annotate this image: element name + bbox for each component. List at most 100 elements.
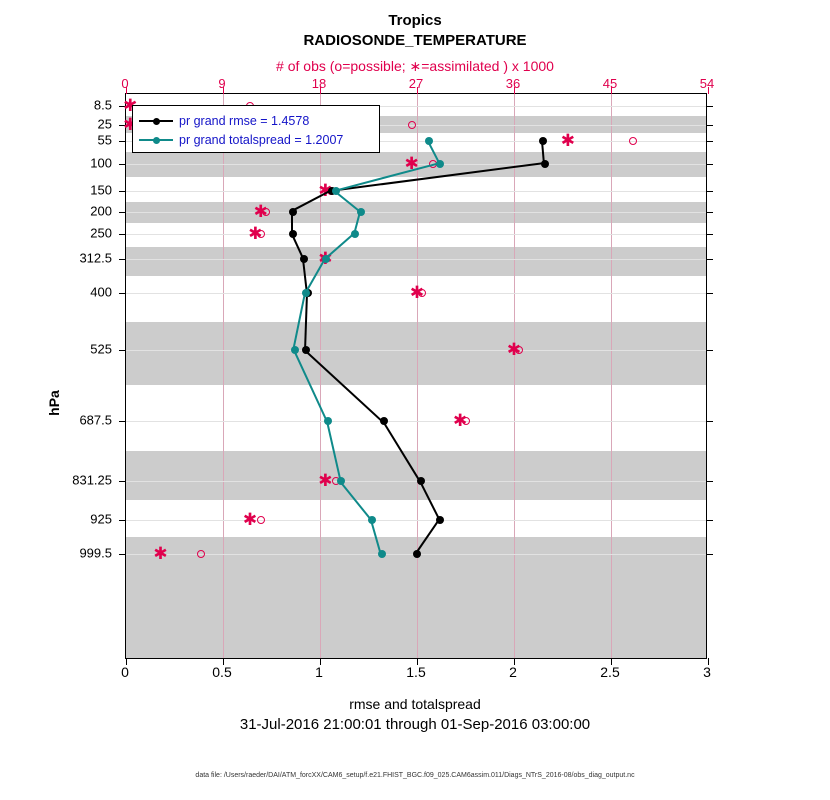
legend-swatch-rmse xyxy=(139,118,173,125)
y-axis-tick xyxy=(706,140,713,142)
y-axis-tick xyxy=(119,481,126,483)
obs-possible-marker xyxy=(256,515,265,524)
y-axis-tick xyxy=(706,191,713,193)
series-point-pr-grand-totalspread xyxy=(368,515,377,524)
y-axis-tick xyxy=(119,421,126,423)
y-axis-tick-labels: 8.5 25 55 100 150 200 250 312.5 400 525 687.5 831.2… xyxy=(0,93,830,659)
horizontal-gridline xyxy=(126,259,706,261)
y-axis-tick xyxy=(119,259,126,261)
y-axis-tick-250: 250 xyxy=(90,225,112,241)
y-axis-tick xyxy=(119,553,126,555)
legend-swatch-totalspread xyxy=(139,137,173,144)
horizontal-gridline xyxy=(126,349,706,351)
y-axis-tick-100: 100 xyxy=(90,155,112,171)
legend-label-totalspread: pr grand totalspread = 1.2007 xyxy=(179,132,344,147)
x-axis-tick xyxy=(223,658,224,665)
series-point-pr-grand-totalspread xyxy=(378,549,387,558)
top-axis-tick xyxy=(126,87,127,94)
y-axis-tick xyxy=(119,349,126,351)
y-axis-tick xyxy=(119,211,126,213)
top-axis-tick xyxy=(223,87,224,94)
x-axis-tick-0.5: 0.5 xyxy=(212,664,232,680)
y-axis-tick xyxy=(706,259,713,261)
x-axis-tick xyxy=(514,658,515,665)
obs-possible-marker xyxy=(418,289,427,298)
x-axis-tick-labels: 0 0.5 1 1.5 2 2.5 3 xyxy=(0,664,830,684)
y-axis-tick xyxy=(706,481,713,483)
vertical-gridline xyxy=(514,94,515,658)
vertical-gridline xyxy=(223,94,224,658)
y-axis-tick-25: 25 xyxy=(97,116,112,132)
obs-possible-marker xyxy=(197,549,206,558)
vertical-gridline xyxy=(320,94,321,658)
y-axis-tick xyxy=(706,163,713,165)
date-range-label: 31-Jul-2016 21:00:01 through 01-Sep-2016… xyxy=(239,716,591,733)
series-point-pr-grand-totalspread xyxy=(290,345,299,354)
series-point-pr-grand-totalspread xyxy=(302,289,311,298)
top-axis-tick-9: 9 xyxy=(218,76,226,91)
top-axis-tick xyxy=(417,87,418,94)
series-point-pr-grand-rmse xyxy=(302,345,311,354)
horizontal-gridline xyxy=(126,140,706,142)
series-point-pr-grand-rmse xyxy=(380,417,389,426)
series-point-pr-grand-rmse xyxy=(413,549,421,558)
series-point-pr-grand-totalspread xyxy=(321,255,330,264)
y-axis-tick xyxy=(119,293,126,295)
legend-item-rmse: pr grand rmse = 1.4578 xyxy=(139,111,373,130)
obs-possible-marker xyxy=(461,417,470,426)
top-axis-tick-0: 0 xyxy=(121,76,129,91)
y-axis-tick xyxy=(119,163,126,165)
data-file-footer: data file: /Users/raeder/DAI/ATM_forcXX/… xyxy=(195,772,635,779)
series-point-pr-grand-rmse xyxy=(541,159,550,168)
x-axis-tick xyxy=(320,658,321,665)
vertical-gridline xyxy=(611,94,612,658)
level-band xyxy=(126,321,706,386)
x-axis-tick xyxy=(126,658,127,665)
x-axis-tick xyxy=(611,658,612,665)
y-axis-tick xyxy=(119,519,126,521)
x-axis-title: rmse and totalspread xyxy=(349,696,481,712)
series-point-pr-grand-totalspread xyxy=(331,187,340,196)
y-axis-tick-8.5: 8.5 xyxy=(93,97,112,113)
horizontal-gridline xyxy=(126,163,706,165)
series-point-pr-grand-totalspread xyxy=(424,136,433,145)
x-axis-tick-2.5: 2.5 xyxy=(600,664,620,680)
series-point-pr-grand-totalspread xyxy=(436,159,445,168)
y-axis-tick xyxy=(706,421,713,423)
series-point-pr-grand-totalspread xyxy=(356,207,365,216)
series-point-pr-grand-rmse xyxy=(539,136,548,145)
y-axis-tick xyxy=(119,106,126,108)
x-axis-tick-0: 0 xyxy=(121,664,129,680)
y-axis-tick xyxy=(119,125,126,127)
y-axis-tick xyxy=(706,233,713,235)
top-axis-tick xyxy=(514,87,515,94)
chart-title-region: Tropics xyxy=(388,12,442,29)
legend-item-totalspread: pr grand totalspread = 1.2007 xyxy=(139,130,373,149)
series-point-pr-grand-rmse xyxy=(288,229,297,238)
series-point-pr-grand-totalspread xyxy=(323,417,332,426)
y-axis-tick-150: 150 xyxy=(90,182,112,198)
top-axis-tick-27: 27 xyxy=(408,76,424,91)
level-band xyxy=(126,451,706,501)
y-axis-tick-312.5: 312.5 xyxy=(79,250,112,266)
plot-area: ✱✱✱✱✱✱✱✱✱✱✱✱✱✱ xyxy=(119,87,713,665)
y-axis-tick xyxy=(706,349,713,351)
top-axis-title: # of obs (o=possible; ∗=assimilated ) x … xyxy=(276,58,554,74)
series-point-pr-grand-totalspread xyxy=(337,477,346,486)
y-axis-title: hPa xyxy=(46,390,62,416)
horizontal-gridline xyxy=(126,125,706,127)
horizontal-gridline xyxy=(126,233,706,235)
x-axis-tick xyxy=(708,658,709,665)
top-axis-tick-36: 36 xyxy=(505,76,521,91)
top-axis-tick-54: 54 xyxy=(699,76,715,91)
top-axis-tick xyxy=(320,87,321,94)
y-axis-tick xyxy=(119,191,126,193)
top-axis-tick-18: 18 xyxy=(311,76,327,91)
obs-possible-marker xyxy=(262,207,271,216)
y-axis-tick xyxy=(706,519,713,521)
series-point-pr-grand-rmse xyxy=(288,207,297,216)
obs-possible-marker xyxy=(628,136,637,145)
series-point-pr-grand-rmse xyxy=(436,515,445,524)
y-axis-tick xyxy=(706,125,713,127)
y-axis-tick-55: 55 xyxy=(97,132,112,148)
